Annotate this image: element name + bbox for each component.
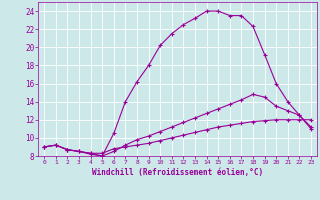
X-axis label: Windchill (Refroidissement éolien,°C): Windchill (Refroidissement éolien,°C) (92, 168, 263, 177)
